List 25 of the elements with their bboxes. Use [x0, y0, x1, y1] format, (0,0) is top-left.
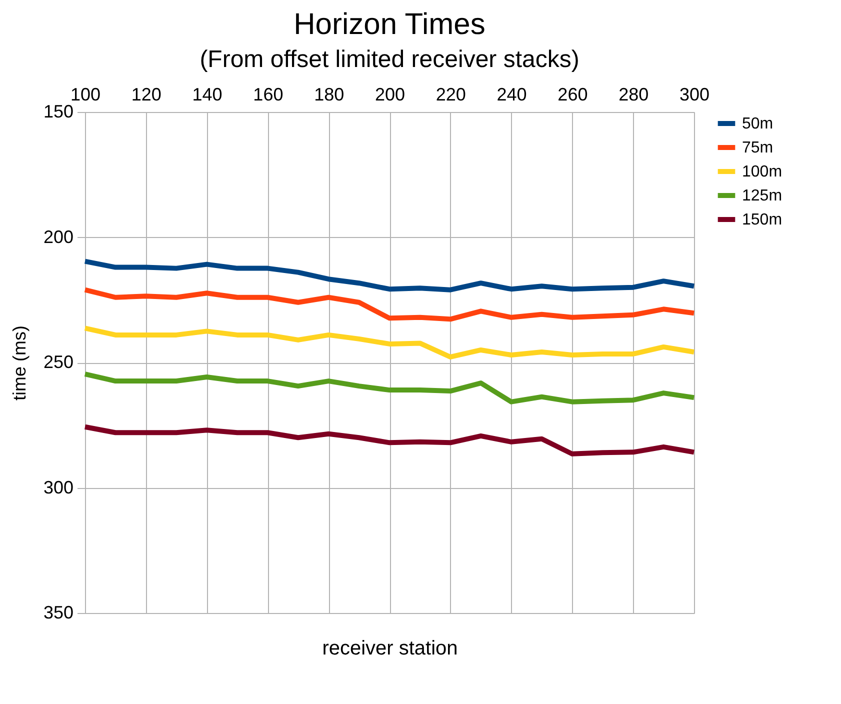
- x-tick-label: 140: [192, 84, 222, 104]
- x-tick-label: 160: [253, 84, 284, 104]
- legend-label: 50m: [742, 116, 774, 132]
- legend-label: 100m: [742, 164, 782, 180]
- legend-label: 150m: [742, 212, 782, 228]
- chart-title: Horizon Times: [294, 8, 486, 41]
- x-tick-label: 100: [70, 84, 101, 104]
- y-axis-title: time (ms): [9, 326, 30, 400]
- legend-label: 75m: [742, 140, 774, 156]
- chart-subtitle: (From offset limited receiver stacks): [200, 46, 580, 73]
- x-tick-label: 180: [314, 84, 344, 104]
- y-tick-label: 350: [43, 602, 74, 622]
- y-tick-label: 300: [43, 477, 74, 498]
- y-tick-label: 250: [43, 352, 74, 372]
- x-axis-title: receiver station: [322, 638, 458, 660]
- x-tick-label: 120: [131, 84, 162, 104]
- x-tick-label: 240: [496, 84, 527, 104]
- x-tick-label: 200: [374, 84, 406, 104]
- x-tick-label: 300: [679, 84, 710, 104]
- x-tick-label: 260: [558, 84, 588, 104]
- y-tick-label: 150: [43, 102, 74, 122]
- legend-label: 125m: [742, 188, 782, 204]
- x-tick-label: 220: [436, 84, 466, 104]
- y-tick-label: 200: [43, 226, 74, 247]
- x-tick-label: 280: [618, 84, 649, 104]
